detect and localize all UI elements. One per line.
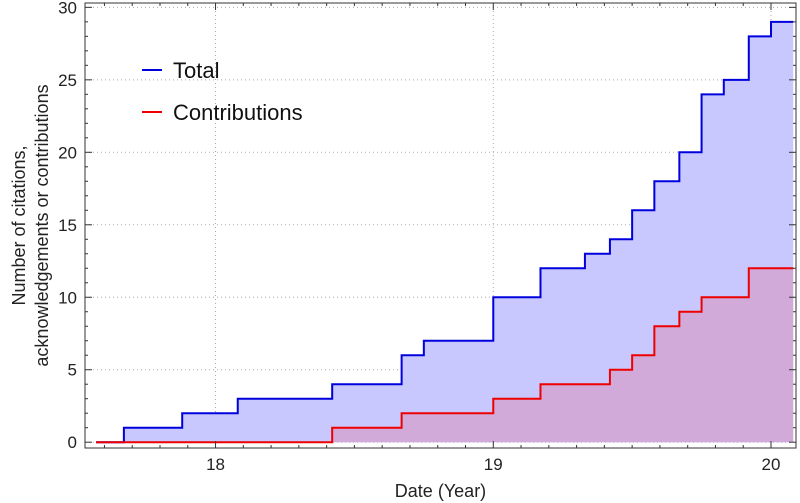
series-line-contributions xyxy=(96,267,794,444)
x-axis-title: Date (Year) xyxy=(395,481,486,501)
x-tick-label-18: 18 xyxy=(206,455,225,474)
series-line-total xyxy=(96,20,794,444)
y-tick-label-5: 5 xyxy=(68,361,77,380)
legend-label-total: Total xyxy=(173,58,219,83)
axis-ticks: 0 5 10 15 20 25 30 18 19 20 xyxy=(58,0,796,474)
y-tick-label-15: 15 xyxy=(58,216,77,235)
y-axis-title-line-1: Number of citations, xyxy=(9,145,29,305)
y-tick-label-0: 0 xyxy=(68,433,77,452)
y-axis-title-line-2: acknowledgements or contributions xyxy=(32,84,52,366)
series-fills xyxy=(96,21,794,443)
plot-frame xyxy=(84,2,797,449)
legend-label-contributions: Contributions xyxy=(173,100,303,125)
series-lines xyxy=(96,20,794,444)
x-tick-label-20: 20 xyxy=(762,455,781,474)
y-tick-label-20: 20 xyxy=(58,143,77,162)
y-tick-label-25: 25 xyxy=(58,71,77,90)
series-fill-contributions xyxy=(96,268,794,443)
x-tick-label-19: 19 xyxy=(484,455,503,474)
series-fill-total xyxy=(96,21,794,443)
y-tick-label-10: 10 xyxy=(58,288,77,307)
legend: Total Contributions xyxy=(142,58,303,125)
y-tick-label-30: 30 xyxy=(58,0,77,17)
